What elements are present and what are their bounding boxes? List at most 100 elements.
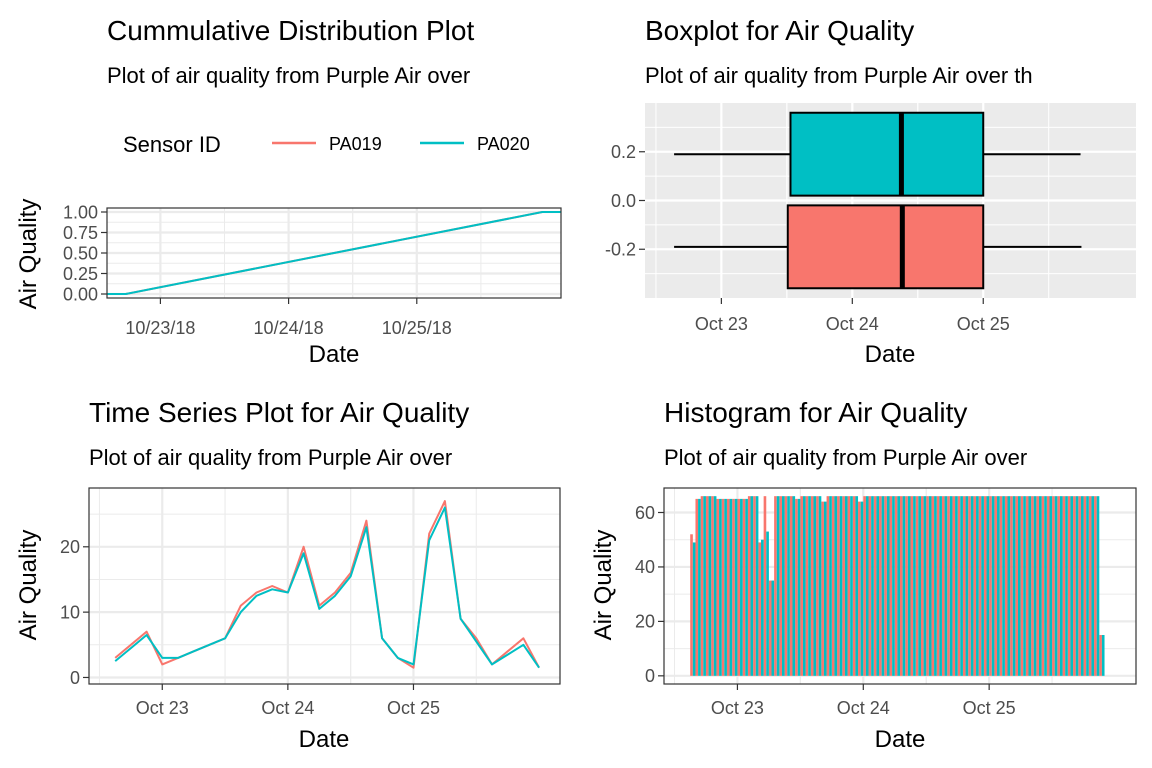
histogram-bar-PA019 bbox=[795, 498, 798, 676]
histogram-bar-PA019 bbox=[831, 496, 835, 676]
histogram-bar-PA019 bbox=[936, 496, 940, 676]
ecdf-y-tick-label: 0.50 bbox=[63, 243, 98, 263]
histogram-bar-PA020 bbox=[829, 496, 832, 676]
boxplot-x-axis-title: Date bbox=[865, 341, 916, 368]
histogram-bar-PA020 bbox=[860, 501, 864, 676]
histogram-y-tick-label: 60 bbox=[635, 503, 655, 523]
histogram-bar-PA020 bbox=[761, 539, 764, 676]
histogram-bar-PA019 bbox=[873, 496, 877, 676]
histogram-bar-PA019 bbox=[705, 496, 709, 676]
histogram-bar-PA020 bbox=[960, 496, 963, 676]
histogram-bar-PA019 bbox=[1067, 496, 1071, 676]
legend-title: Sensor ID bbox=[123, 132, 221, 157]
histogram-bar-PA020 bbox=[1059, 496, 1063, 676]
histogram-bar-PA020 bbox=[729, 498, 733, 676]
histogram-bar-PA020 bbox=[1018, 496, 1021, 676]
histogram-bar-PA020 bbox=[876, 496, 880, 676]
histogram-bar-PA020 bbox=[939, 496, 942, 676]
histogram-bar-PA020 bbox=[797, 498, 801, 676]
histogram-bar-PA019 bbox=[889, 496, 893, 676]
histogram-bar-PA019 bbox=[1004, 496, 1008, 676]
histogram-bar-PA019 bbox=[1057, 496, 1060, 676]
histogram-bar-PA019 bbox=[758, 542, 762, 676]
histogram-bar-PA019 bbox=[1025, 496, 1029, 676]
legend: PA019 PA020 bbox=[272, 134, 530, 154]
histogram-bar-PA019 bbox=[926, 496, 929, 676]
histogram-bar-PA019 bbox=[784, 496, 788, 676]
histogram-bar-PA019 bbox=[931, 496, 935, 676]
histogram-x-tick-label: Oct 24 bbox=[837, 698, 890, 718]
histogram-bar-PA019 bbox=[858, 501, 861, 676]
histogram-bar-PA020 bbox=[1044, 496, 1047, 676]
histogram-bar-PA019 bbox=[1031, 496, 1034, 676]
histogram-bar-PA020 bbox=[997, 496, 1000, 676]
boxplot-y-tick-label: -0.2 bbox=[605, 240, 636, 260]
histogram-bar-PA019 bbox=[962, 496, 966, 676]
histogram-bar-PA020 bbox=[1012, 496, 1016, 676]
histogram-bar-PA019 bbox=[742, 498, 746, 676]
histogram-bar-PA019 bbox=[978, 496, 982, 676]
histogram-bar-PA019 bbox=[763, 496, 767, 676]
histogram-bar-PA019 bbox=[1036, 496, 1039, 676]
histogram-bar-PA020 bbox=[934, 496, 937, 676]
ecdf-panel-border bbox=[106, 207, 562, 299]
histogram-bar-PA020 bbox=[734, 498, 738, 676]
ecdf-subtitle: Plot of air quality from Purple Air over bbox=[107, 63, 470, 88]
histogram-bar-PA020 bbox=[1075, 496, 1079, 676]
histogram-bar-PA020 bbox=[1038, 496, 1042, 676]
histogram-bar-PA020 bbox=[703, 496, 706, 676]
timeseries-panel-background bbox=[89, 488, 560, 684]
histogram-bar-PA020 bbox=[802, 496, 806, 676]
histogram-title: Histogram for Air Quality bbox=[664, 397, 967, 428]
histogram-bar-PA020 bbox=[897, 496, 900, 676]
histogram-bar-PA020 bbox=[776, 496, 780, 676]
histogram-bar-PA020 bbox=[808, 496, 811, 676]
histogram-bar-PA019 bbox=[957, 496, 961, 676]
histogram-bar-PA019 bbox=[905, 496, 908, 676]
timeseries-panel-border bbox=[88, 487, 561, 685]
boxplot-x-tick-label: Oct 23 bbox=[695, 314, 748, 334]
ecdf-y-tick-label: 0.75 bbox=[63, 223, 98, 243]
histogram-bar-PA019 bbox=[816, 496, 819, 676]
histogram-bar-PA020 bbox=[1080, 496, 1084, 676]
histogram-bar-PA019 bbox=[810, 496, 814, 676]
histogram-bar-PA019 bbox=[1062, 496, 1066, 676]
histogram-bar-PA020 bbox=[865, 496, 869, 676]
ecdf-x-axis-title: Date bbox=[309, 341, 360, 368]
histogram-bar-PA020 bbox=[766, 531, 769, 676]
timeseries-x-tick-label: Oct 25 bbox=[387, 698, 440, 718]
histogram-bar-PA019 bbox=[941, 496, 945, 676]
histogram-bar-PA020 bbox=[944, 496, 948, 676]
histogram-bar-PA020 bbox=[1007, 496, 1011, 676]
legend-label-PA020: PA020 bbox=[477, 134, 530, 154]
histogram-bar-PA019 bbox=[1088, 496, 1092, 676]
histogram-bar-PA020 bbox=[1054, 496, 1058, 676]
timeseries-x-axis-title: Date bbox=[299, 726, 350, 753]
timeseries-y-tick-label: 20 bbox=[60, 537, 80, 557]
timeseries-plot: 0 10 20 Oct 23 Oct 24 Oct 25 bbox=[60, 487, 561, 718]
histogram-bar-PA020 bbox=[771, 580, 775, 676]
histogram-bar-PA020 bbox=[719, 498, 722, 676]
histogram-bar-PA019 bbox=[847, 496, 851, 676]
histogram-bar-PA019 bbox=[800, 496, 803, 676]
ecdf-x-tick-label: 10/24/18 bbox=[254, 318, 324, 338]
histogram-y-tick-label: 0 bbox=[645, 666, 655, 686]
histogram-bar-PA019 bbox=[1041, 496, 1045, 676]
histogram-bar-PA019 bbox=[842, 496, 845, 676]
ecdf-x-tick-label: 10/23/18 bbox=[125, 318, 195, 338]
histogram-bar-PA019 bbox=[721, 498, 725, 676]
histogram-bar-PA020 bbox=[823, 501, 827, 676]
histogram-bar-PA019 bbox=[884, 496, 887, 676]
histogram-bar-PA020 bbox=[1091, 496, 1095, 676]
histogram-bar-PA019 bbox=[805, 496, 809, 676]
ecdf-series-line-PA020 bbox=[107, 211, 561, 295]
timeseries-x-tick-label: Oct 24 bbox=[261, 698, 314, 718]
histogram-bar-PA019 bbox=[983, 496, 987, 676]
histogram-bar-PA019 bbox=[737, 498, 741, 676]
histogram-bar-PA020 bbox=[871, 496, 874, 676]
histogram-bar-PA019 bbox=[779, 496, 782, 676]
histogram-bar-PA019 bbox=[747, 496, 751, 676]
histogram-bar-PA020 bbox=[692, 542, 696, 676]
histogram-bar-PA020 bbox=[986, 496, 990, 676]
histogram-bar-PA020 bbox=[928, 496, 932, 676]
